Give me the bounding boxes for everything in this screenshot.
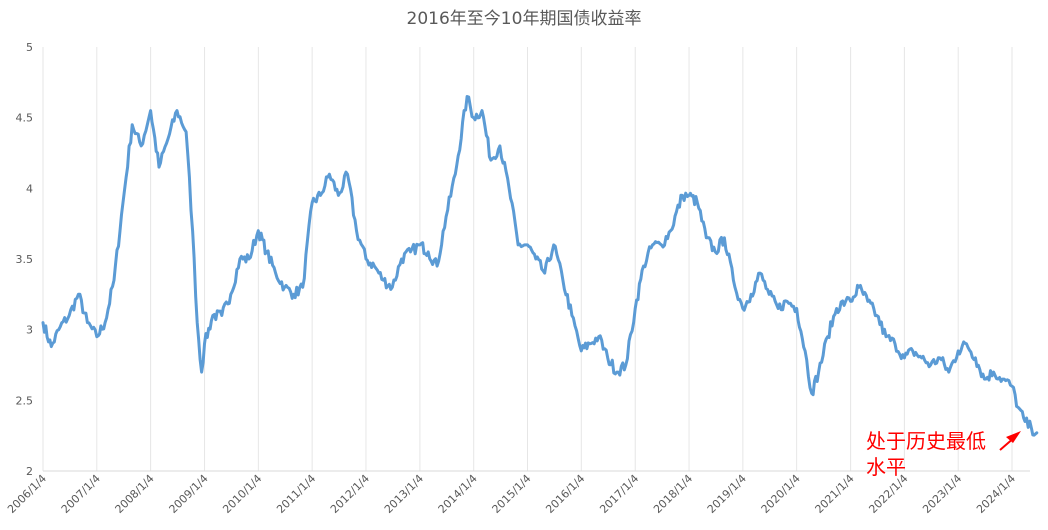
x-tick-label: 2021/1/4 [813,472,857,516]
annotation-line-1: 处于历史最低 [866,429,986,453]
x-tick-label: 2013/1/4 [382,472,426,516]
annotation-line-2: 水平 [866,455,906,479]
y-tick-labels: 2 2.5 3 3.5 4 4.5 5 [16,41,34,478]
y-tick-label: 3.5 [16,253,34,266]
annotation-arrow [999,431,1021,451]
y-tick-label: 4.5 [16,112,34,125]
chart-title: 2016年至今10年期国债收益率 [407,9,642,29]
y-tick-label: 2.5 [16,394,34,407]
x-tick-label: 2012/1/4 [328,472,372,516]
x-tick-label: 2009/1/4 [167,472,211,516]
y-tick-label: 2 [26,465,33,478]
x-tick-label: 2020/1/4 [759,472,803,516]
x-tick-label: 2017/1/4 [597,472,641,516]
x-tick-label: 2007/1/4 [59,472,103,516]
x-tick-label: 2019/1/4 [705,472,749,516]
x-tick-label: 2018/1/4 [651,472,695,516]
x-tick-label: 2024/1/4 [974,472,1018,516]
x-tick-label: 2011/1/4 [274,472,318,516]
y-tick-label: 4 [26,182,33,195]
y-tick-label: 5 [26,41,33,54]
x-tick-label: 2010/1/4 [220,472,264,516]
series-line-10y-yield [41,95,1039,437]
x-tick-label: 2008/1/4 [113,472,157,516]
x-tick-label: 2016/1/4 [543,472,587,516]
x-gridlines [42,47,1013,471]
x-tick-label: 2023/1/4 [920,472,964,516]
y-tick-label: 3 [26,324,33,337]
x-tick-label: 2006/1/4 [5,472,49,516]
x-tick-label: 2015/1/4 [489,472,533,516]
x-tick-label: 2014/1/4 [436,472,480,516]
